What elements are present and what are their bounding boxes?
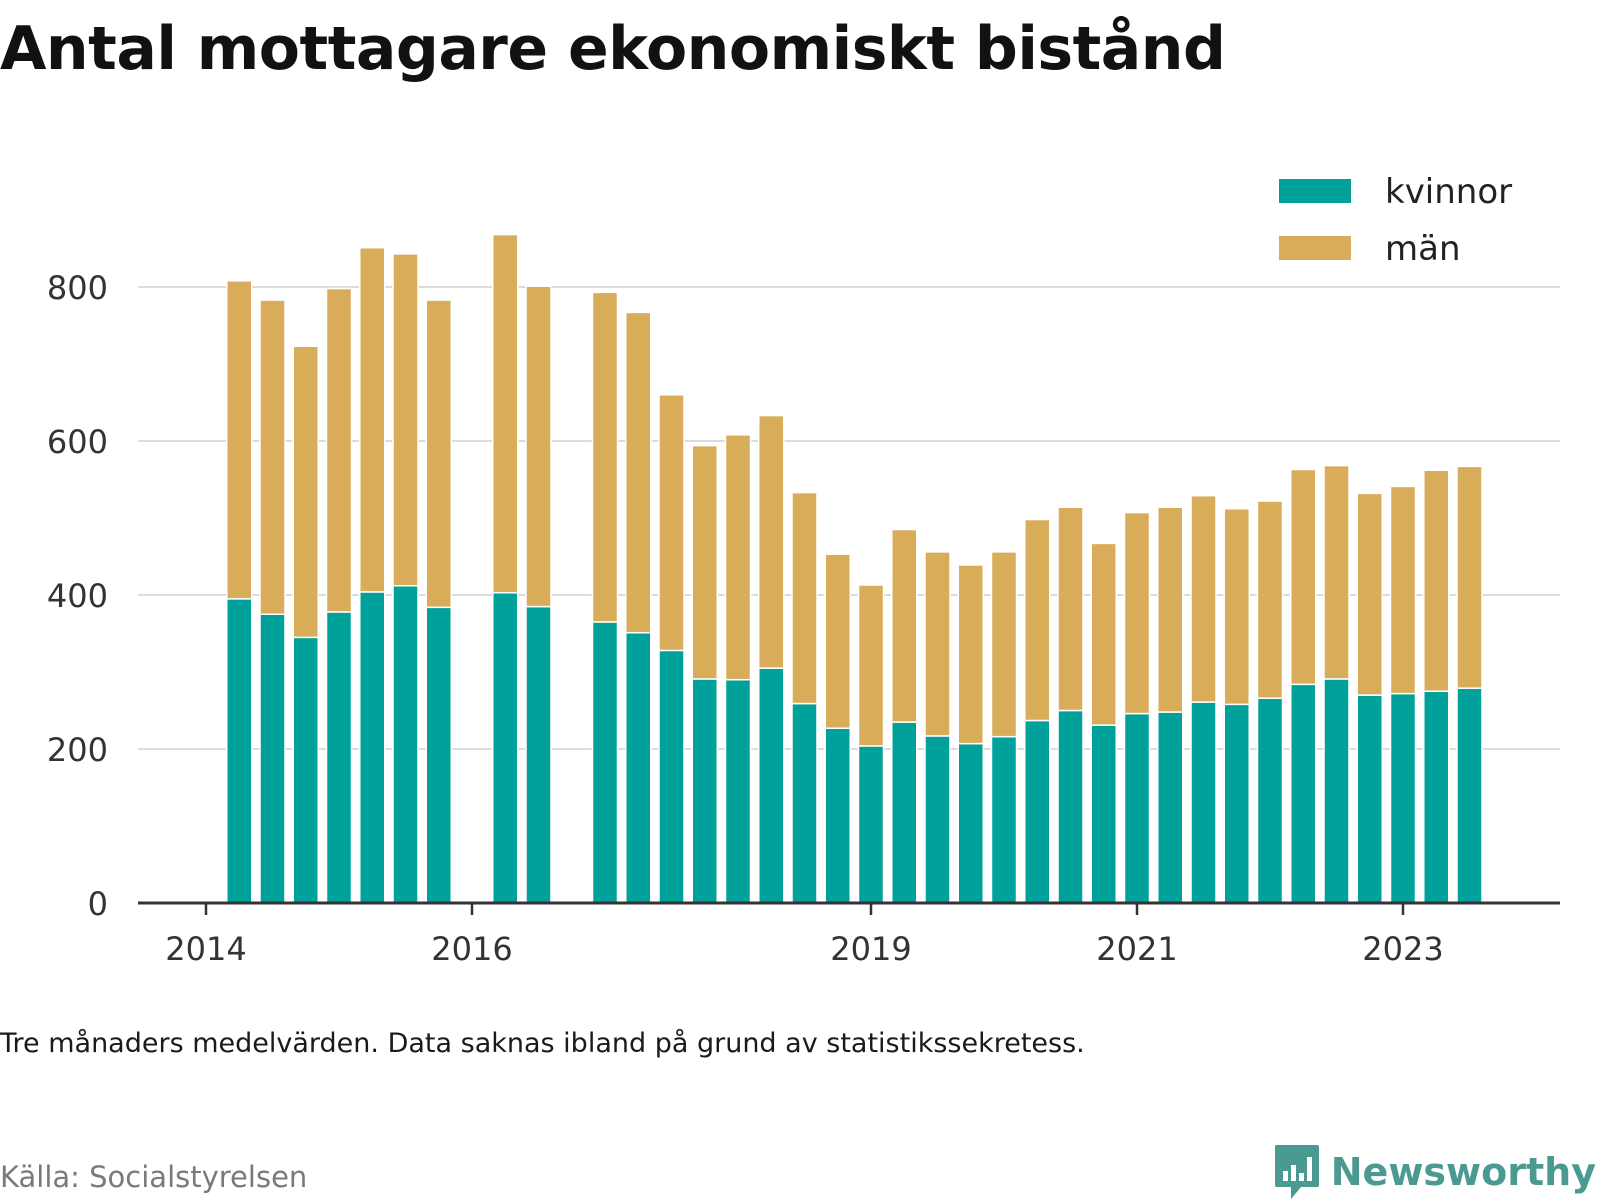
bar-kvinnor — [791, 702, 818, 904]
bar-kvinnor — [1223, 703, 1250, 904]
bar-man — [891, 528, 918, 723]
bar-man — [791, 491, 818, 705]
legend-swatch — [1279, 179, 1351, 203]
bar-man — [1290, 468, 1317, 686]
bar-man — [990, 551, 1018, 738]
newsworthy-logo: Newsworthy — [1273, 1143, 1596, 1201]
bar-kvinnor — [1024, 719, 1051, 904]
bar-kvinnor — [990, 735, 1018, 904]
bar-kvinnor — [1389, 692, 1417, 904]
legend: kvinnor män — [1279, 172, 1512, 269]
bar-man — [1256, 500, 1284, 699]
bar-kvinnor — [758, 667, 785, 904]
bar-man — [525, 285, 552, 608]
bar-man — [924, 551, 951, 737]
bar-man — [1024, 518, 1051, 722]
bar-man — [1157, 506, 1184, 713]
chart-note: Tre månaders medelvärden. Data saknas ib… — [0, 1028, 1085, 1059]
bar-kvinnor — [1123, 712, 1151, 904]
stacked-bar-chart: 0 200 400 600 800 2014 2016 2019 2021 2023 kvinn… — [47, 172, 1560, 968]
bar-kvinnor — [1356, 694, 1383, 904]
bar-man — [758, 414, 785, 669]
legend-label: kvinnor — [1385, 172, 1512, 212]
logo-icon — [1274, 1145, 1319, 1199]
bar-kvinnor — [891, 721, 918, 904]
bar-man — [724, 434, 752, 681]
x-tick-label: 2016 — [431, 930, 512, 968]
y-tick-label: 800 — [47, 269, 108, 307]
bar-kvinnor — [492, 591, 519, 904]
bar-man — [824, 553, 851, 729]
bars — [226, 233, 1483, 904]
bar-kvinnor — [625, 631, 652, 904]
bar-man — [658, 394, 685, 652]
x-tick-label: 2023 — [1362, 930, 1443, 968]
bar-kvinnor — [359, 591, 386, 904]
bar-man — [425, 299, 452, 609]
bar-kvinnor — [591, 621, 619, 904]
y-tick-label: 200 — [47, 731, 108, 769]
bar-kvinnor — [691, 678, 718, 904]
bar-kvinnor — [1290, 683, 1317, 904]
bar-kvinnor — [957, 742, 984, 904]
bar-man — [1190, 494, 1217, 703]
bar-kvinnor — [1057, 709, 1084, 904]
x-tick-label: 2014 — [165, 930, 246, 968]
legend-label: män — [1385, 229, 1461, 269]
bar-man — [1356, 492, 1383, 696]
bar-kvinnor — [1157, 711, 1184, 904]
source-label: Källa: Socialstyrelsen — [0, 1160, 308, 1194]
bar-man — [625, 311, 652, 634]
bar-man — [226, 280, 253, 600]
bar-kvinnor — [292, 636, 319, 904]
bar-man — [1223, 508, 1250, 706]
bar-man — [292, 345, 319, 639]
x-tick-label: 2021 — [1096, 930, 1177, 968]
bar-kvinnor — [425, 606, 452, 904]
legend-swatch — [1279, 236, 1351, 260]
bar-kvinnor — [1190, 701, 1217, 904]
bar-kvinnor — [658, 649, 685, 904]
bar-kvinnor — [392, 585, 419, 904]
bar-kvinnor — [325, 611, 353, 904]
bar-kvinnor — [259, 613, 286, 904]
bar-man — [259, 299, 286, 615]
bar-kvinnor — [1323, 678, 1350, 904]
bar-man — [492, 233, 519, 594]
bar-kvinnor — [857, 745, 885, 904]
bar-man — [1456, 465, 1483, 689]
x-tick-label: 2019 — [830, 930, 911, 968]
bar-man — [1090, 542, 1117, 726]
y-tick-label: 0 — [88, 885, 108, 923]
bar-man — [1057, 506, 1084, 712]
bar-man — [325, 287, 353, 613]
bar-man — [392, 253, 419, 587]
y-tick-label: 400 — [47, 577, 108, 615]
bar-man — [857, 584, 885, 747]
bar-kvinnor — [1423, 690, 1450, 904]
bar-kvinnor — [1090, 724, 1117, 904]
bar-kvinnor — [824, 727, 851, 904]
y-tick-label: 600 — [47, 423, 108, 461]
chart-title: Antal mottagare ekonomiskt bistånd — [0, 14, 1226, 84]
bar-man — [359, 246, 386, 593]
x-axis: 2014 2016 2019 2021 2023 — [138, 901, 1560, 968]
bar-man — [957, 564, 984, 745]
logo-text: Newsworthy — [1330, 1150, 1596, 1194]
bar-kvinnor — [924, 735, 951, 904]
bar-kvinnor — [724, 678, 752, 904]
bar-man — [591, 291, 619, 623]
bar-man — [691, 444, 718, 680]
bar-man — [1323, 464, 1350, 680]
bar-man — [1423, 469, 1450, 693]
bar-man — [1123, 511, 1151, 715]
bar-man — [1389, 485, 1417, 695]
bar-kvinnor — [525, 605, 552, 904]
y-axis: 0 200 400 600 800 — [47, 269, 108, 923]
bar-kvinnor — [1456, 687, 1483, 904]
bar-kvinnor — [1256, 697, 1284, 904]
bar-kvinnor — [226, 598, 253, 904]
